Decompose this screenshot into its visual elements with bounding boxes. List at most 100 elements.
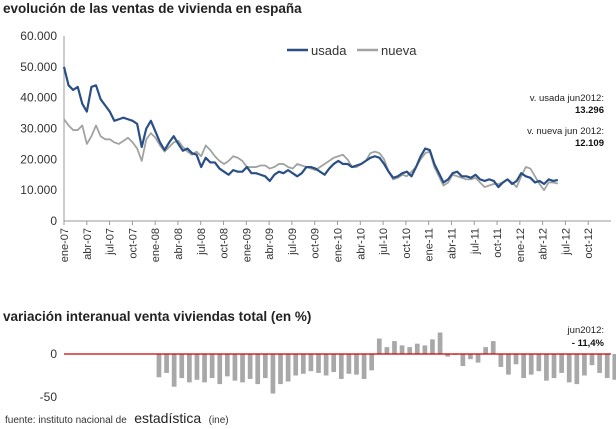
bar	[521, 354, 526, 379]
line-chart-x-tick-label: abr-09	[264, 228, 276, 260]
bar	[589, 354, 595, 366]
bar-chart-y-tick-label: -50	[40, 390, 58, 404]
line-chart-y-tick-label: 60.000	[20, 29, 57, 43]
bar	[156, 354, 162, 378]
bar	[164, 354, 169, 373]
source-prefix: fuente: instituto nacional de	[5, 415, 127, 426]
annotation-usada-value: 13.296	[575, 105, 604, 116]
bar	[346, 354, 352, 374]
bar	[187, 354, 192, 383]
line-chart-x-tick-label: oct-08	[219, 228, 231, 259]
bar	[506, 354, 511, 375]
line-chart-title: evolución de las ventas de vivienda en e…	[3, 1, 302, 16]
bar	[285, 354, 291, 382]
bar	[392, 341, 397, 354]
bar	[490, 341, 496, 354]
legend-label-nueva: nueva	[381, 43, 417, 58]
line-chart-y-tick-label: 20.000	[20, 152, 57, 166]
bar	[179, 354, 185, 379]
bar	[483, 347, 488, 354]
bar	[460, 354, 466, 367]
source-brand: estadística	[134, 410, 201, 426]
line-chart-series	[62, 66, 559, 192]
bar-annotation-value: - 11,4%	[572, 338, 605, 349]
source-suffix: (ine)	[209, 415, 229, 426]
bar	[232, 354, 238, 381]
bar	[209, 354, 215, 379]
bar	[278, 354, 283, 385]
bar	[551, 354, 557, 379]
bar	[597, 354, 602, 373]
line-series-usada	[62, 66, 559, 189]
bar	[430, 339, 435, 354]
bar	[240, 354, 245, 383]
line-chart-x-tick-label: oct-11	[492, 228, 504, 258]
bar	[468, 354, 473, 360]
bar	[566, 354, 572, 383]
bar	[202, 354, 207, 383]
annotation-nueva-value: 12.109	[575, 138, 604, 149]
line-chart-y-tick-label: 50.000	[20, 60, 57, 74]
line-chart-x-tick-label: oct-12	[583, 228, 595, 259]
bar	[445, 354, 451, 357]
bar	[369, 354, 375, 371]
bar	[323, 354, 329, 376]
line-chart-x-tick-label: jul-11	[469, 228, 481, 255]
annotation-usada-label: v. usada jun2012:	[530, 93, 604, 104]
bar	[604, 354, 610, 379]
bar	[544, 354, 549, 381]
bar	[414, 343, 420, 354]
line-chart-x-tick-label: ene-11	[424, 228, 436, 261]
bar	[247, 354, 253, 379]
line-chart-x-tick-label: ene-09	[241, 228, 253, 262]
bar	[422, 345, 428, 354]
bar	[217, 354, 223, 385]
line-chart-x-tick-label: jul-07	[105, 228, 117, 256]
bar	[376, 338, 382, 354]
line-chart-y-tick-label: 0	[50, 214, 57, 228]
bar	[361, 354, 367, 379]
line-chart-x-tick-label: jul-12	[560, 228, 572, 256]
bar	[224, 354, 230, 377]
line-chart-x-tick-label: abr-12	[538, 228, 550, 260]
bar	[528, 354, 534, 375]
source-note: fuente: instituto nacional de estadístic…	[5, 410, 229, 427]
bar-annotation-label: jun2012:	[567, 325, 604, 336]
bar	[437, 332, 443, 354]
bar	[574, 354, 580, 385]
line-chart-x-tick-label: oct-09	[310, 228, 322, 259]
bar	[171, 354, 177, 387]
line-chart-x-tick-label: ene-07	[59, 228, 71, 262]
bar	[262, 354, 268, 379]
line-chart-y-ticks: 0 10.000 20.000 30.000 40.000 50.000 60.000	[20, 29, 57, 228]
line-chart-x-tick-label: oct-07	[127, 228, 139, 259]
bar	[338, 354, 344, 379]
bar	[293, 354, 299, 376]
line-chart-x-tick-label: abr-08	[173, 228, 185, 260]
line-chart-x-tick-label: ene-08	[150, 228, 162, 262]
bar	[270, 354, 276, 394]
bar	[536, 354, 542, 372]
line-chart-x-tick-label: abr-11	[446, 228, 458, 259]
bar	[407, 347, 413, 354]
line-chart-x-tick-label: abr-10	[355, 228, 367, 260]
line-chart-y-tick-label: 30.000	[20, 122, 57, 136]
bar	[612, 354, 616, 380]
line-chart-x-ticks: ene-07 abr-07 jul-07 oct-07 ene-08 abr-08 jul-…	[59, 221, 595, 262]
bar	[475, 354, 481, 363]
line-chart-x-tick-label: ene-10	[333, 228, 345, 262]
bar	[513, 354, 519, 365]
legend: usada nueva	[287, 43, 417, 58]
line-chart-y-tick-label: 10.000	[20, 183, 57, 197]
bar-chart-title: variación interanual venta viviendas tot…	[3, 309, 311, 324]
bar	[498, 354, 504, 367]
line-chart-x-tick-label: jul-09	[287, 228, 299, 256]
bar	[384, 347, 390, 354]
bar	[559, 354, 564, 373]
bar	[316, 354, 321, 373]
bar	[331, 354, 337, 373]
bar	[300, 354, 306, 374]
bar-chart-y-ticks: -50 0	[40, 347, 58, 404]
bar	[308, 354, 314, 372]
